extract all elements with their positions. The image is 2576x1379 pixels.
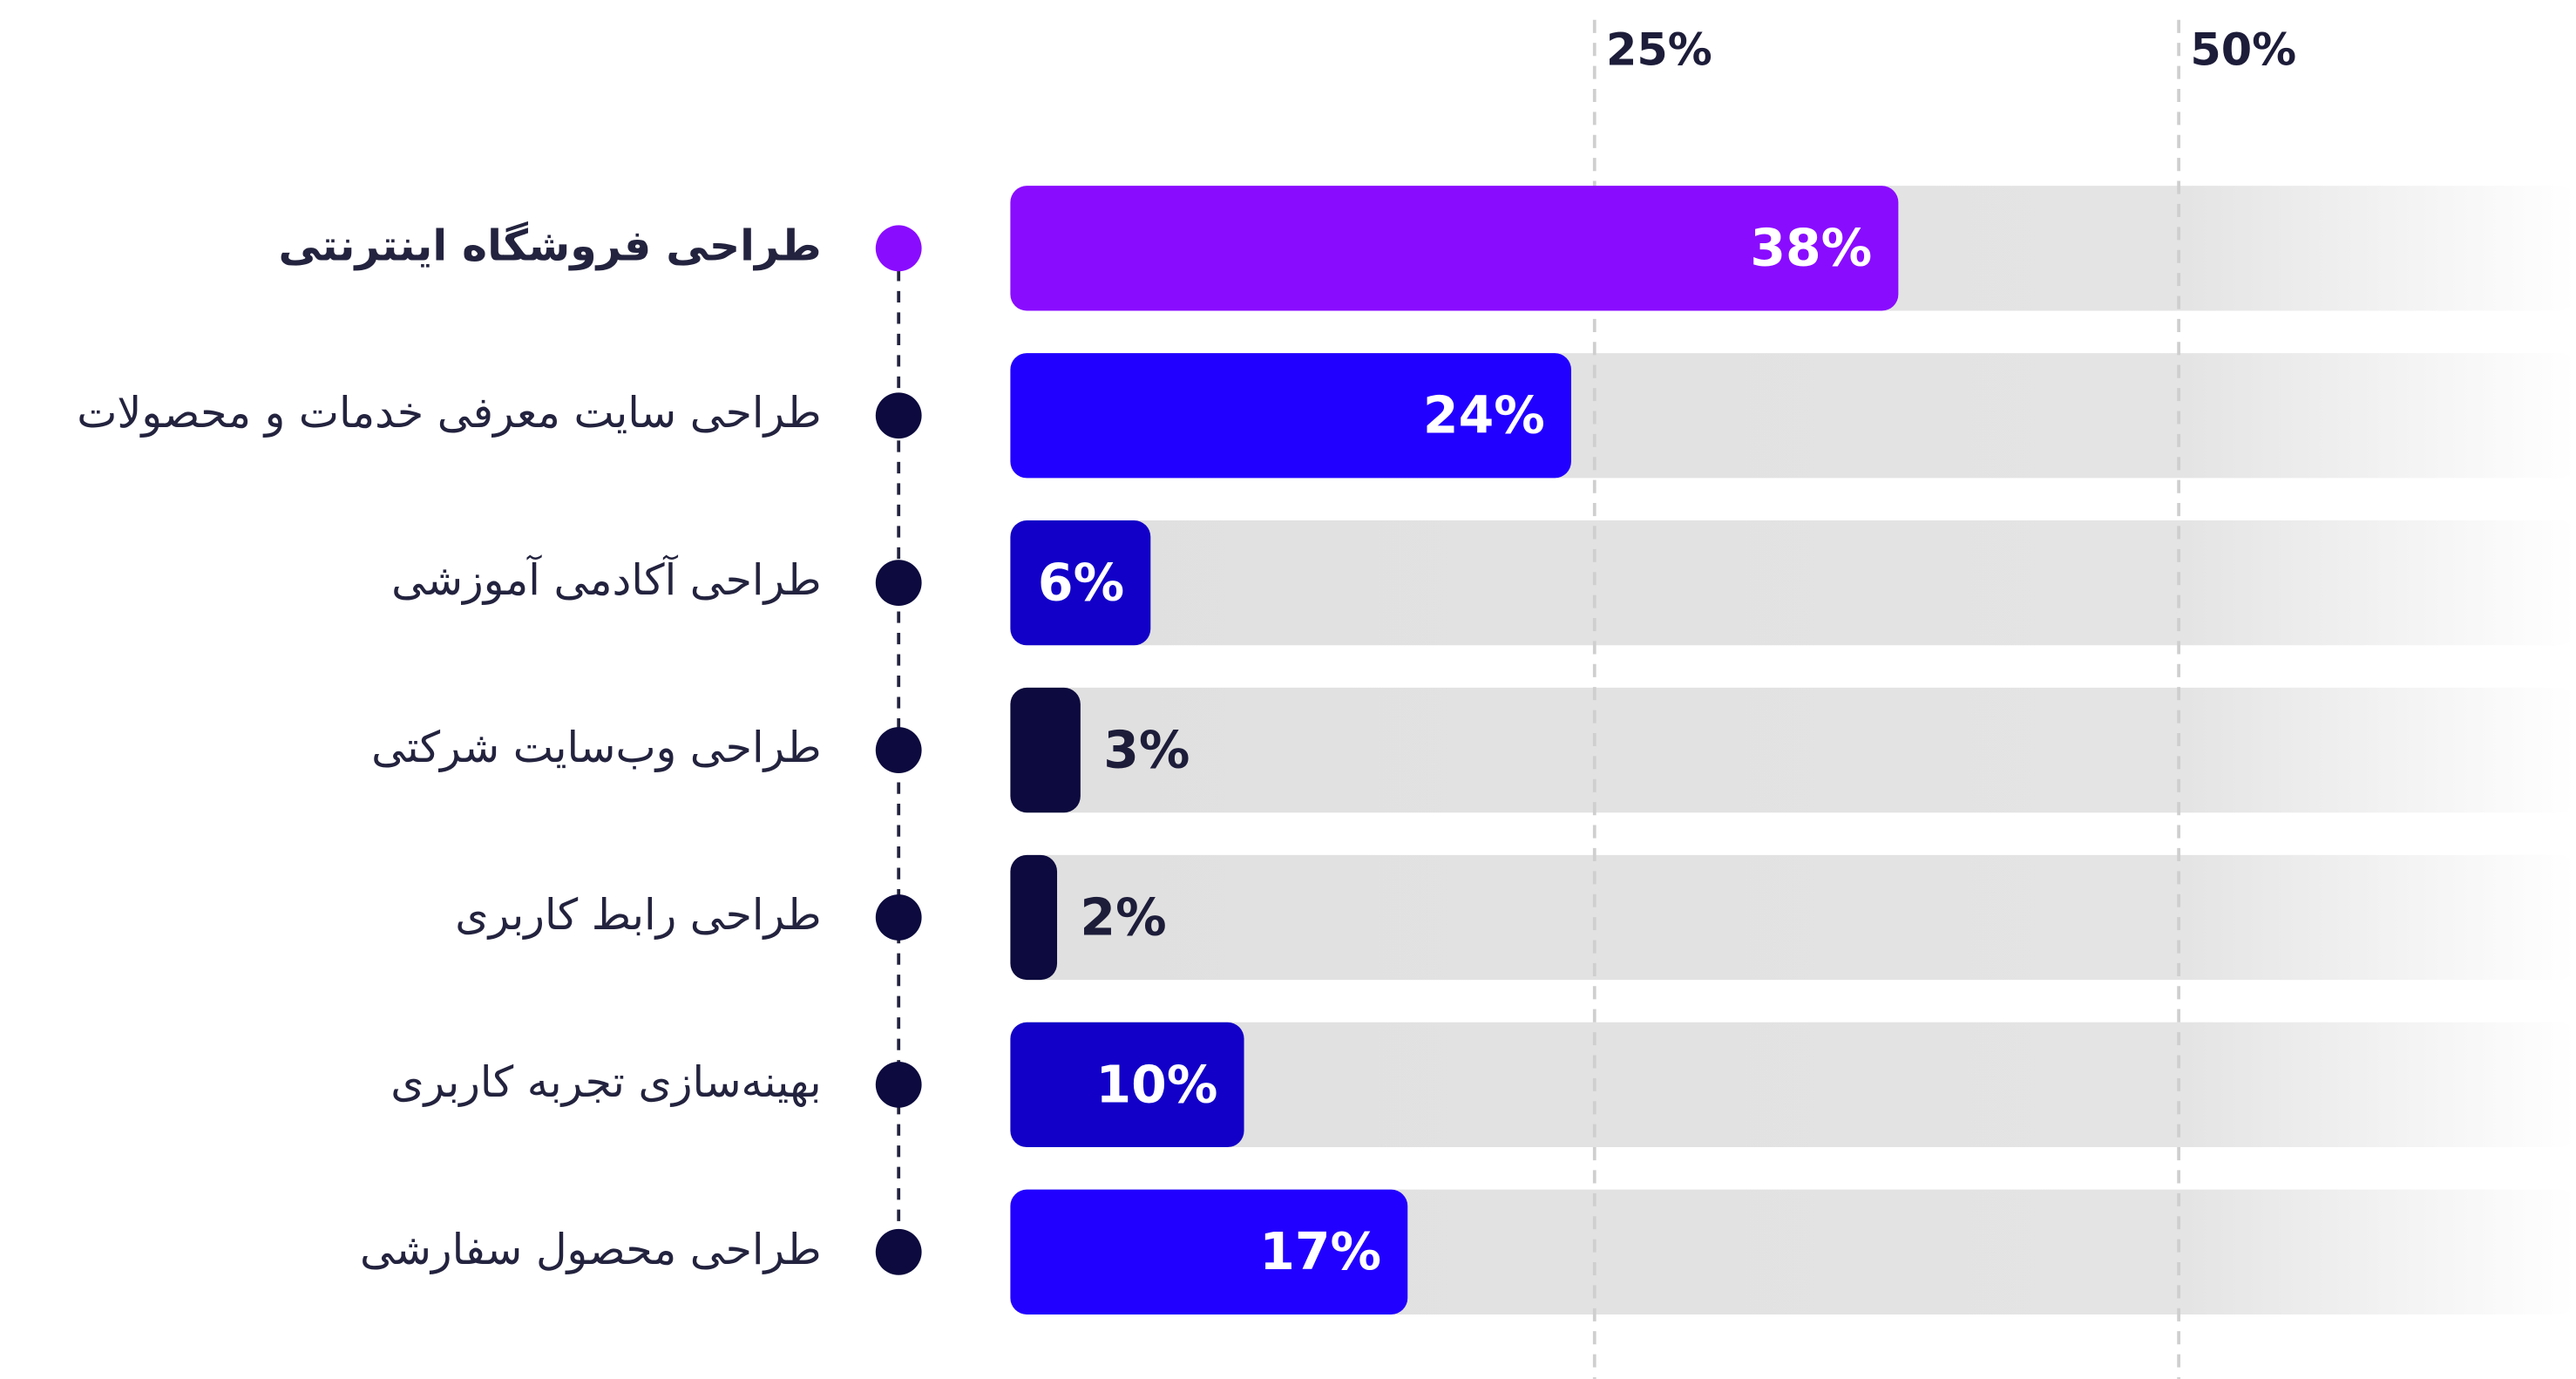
category-label: طراحی وب‌سایت شرکتی	[371, 723, 822, 772]
value-label: 10%	[1096, 1055, 1218, 1114]
bar	[1010, 1189, 1408, 1314]
value-label: 24%	[1423, 386, 1545, 445]
bars	[1010, 186, 1899, 1314]
category-label: بهینه‌سازی تجربه کاربری	[390, 1057, 821, 1107]
bar-track	[1010, 520, 2576, 646]
row-dot	[875, 560, 922, 607]
row-dot	[875, 225, 922, 272]
row-dot	[875, 392, 922, 439]
value-label: 17%	[1259, 1222, 1381, 1281]
bar	[1010, 687, 1081, 813]
value-label: 3%	[1103, 720, 1190, 779]
bar	[1010, 854, 1058, 981]
x-tick-label: 25%	[1606, 24, 1712, 76]
bar-track	[1010, 854, 2576, 981]
category-label: طراحی محصول سفارشی	[360, 1225, 822, 1274]
bar-track	[1010, 1022, 2576, 1148]
category-label: طراحی رابط کاربری	[455, 890, 821, 940]
bar	[1010, 1022, 1244, 1148]
row-dot	[875, 894, 922, 941]
value-label: 2%	[1080, 887, 1166, 947]
bar	[1010, 520, 1151, 646]
category-label: طراحی آکادمی آموزشی	[391, 554, 821, 605]
row-dot	[875, 727, 922, 773]
bar-track	[1010, 687, 2576, 813]
category-label: طراحی سایت معرفی خدمات و محصولات	[77, 388, 821, 438]
value-label: 6%	[1038, 554, 1124, 613]
row-dot	[875, 1228, 922, 1275]
bar	[1010, 353, 1571, 479]
category-label: طراحی فروشگاه اینترنتی	[278, 221, 821, 271]
row-dot	[875, 1061, 922, 1108]
value-label: 38%	[1750, 219, 1872, 278]
bar	[1010, 186, 1899, 311]
x-tick-label: 50%	[2190, 24, 2296, 76]
grid	[1592, 19, 2181, 1379]
